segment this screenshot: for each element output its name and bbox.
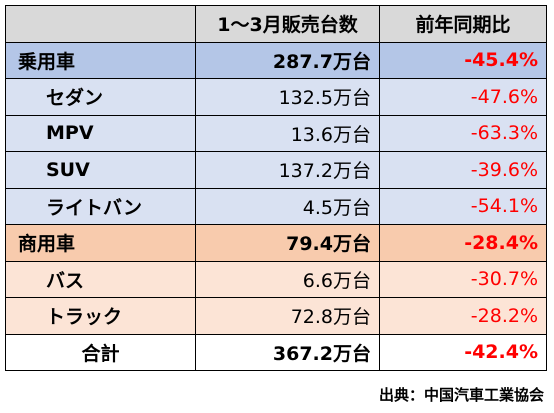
row-label: 乗用車 [5, 41, 196, 79]
table-row: 乗用車 287.7万台 -45.4% [5, 41, 547, 79]
yoy-change-cell: -30.7% [379, 260, 547, 298]
sales-value-cell: 13.6万台 [195, 114, 380, 152]
header-empty-cell [5, 5, 196, 43]
sales-value-cell: 367.2万台 [195, 333, 380, 371]
yoy-change-cell: -63.3% [379, 114, 547, 152]
yoy-change-cell: -42.4% [379, 333, 547, 371]
header-sales: 1〜3月販売台数 [195, 5, 380, 43]
table-row: 合計 367.2万台 -42.4% [5, 333, 547, 371]
row-label: トラック [5, 297, 196, 335]
row-label: 商用車 [5, 224, 196, 262]
yoy-change-cell: -28.2% [379, 297, 547, 335]
row-label: バス [5, 260, 196, 298]
yoy-change-cell: -28.4% [379, 224, 547, 262]
row-label: SUV [5, 151, 196, 189]
table-row: 商用車 79.4万台 -28.4% [5, 224, 547, 262]
header-yoy: 前年同期比 [379, 5, 547, 43]
sales-value-cell: 132.5万台 [195, 78, 380, 116]
row-label: 合計 [5, 333, 196, 371]
table-body: 乗用車 287.7万台 -45.4% セダン 132.5万台 -47.6% MPV 13.6万… [5, 41, 547, 371]
row-label: MPV [5, 114, 196, 152]
yoy-change-cell: -54.1% [379, 187, 547, 225]
sales-value-cell: 137.2万台 [195, 151, 380, 189]
sales-value-cell: 4.5万台 [195, 187, 380, 225]
table-row: セダン 132.5万台 -47.6% [5, 78, 547, 116]
sales-value-cell: 72.8万台 [195, 297, 380, 335]
sales-value-cell: 6.6万台 [195, 260, 380, 298]
table-row: ライトバン 4.5万台 -54.1% [5, 187, 547, 225]
source-note: 出典：中国汽車工業協会 [378, 386, 544, 404]
sales-value-cell: 79.4万台 [195, 224, 380, 262]
sales-value-cell: 287.7万台 [195, 41, 380, 79]
yoy-change-cell: -39.6% [379, 151, 547, 189]
row-label: セダン [5, 78, 196, 116]
sales-table: 1〜3月販売台数 前年同期比 乗用車 287.7万台 -45.4% セダン 132.5万… [5, 5, 547, 371]
table-header-row: 1〜3月販売台数 前年同期比 [5, 5, 547, 43]
row-label: ライトバン [5, 187, 196, 225]
table-row: SUV 137.2万台 -39.6% [5, 151, 547, 189]
table-row: トラック 72.8万台 -28.2% [5, 297, 547, 335]
yoy-change-cell: -45.4% [379, 41, 547, 79]
yoy-change-cell: -47.6% [379, 78, 547, 116]
table-row: バス 6.6万台 -30.7% [5, 260, 547, 298]
table-row: MPV 13.6万台 -63.3% [5, 114, 547, 152]
